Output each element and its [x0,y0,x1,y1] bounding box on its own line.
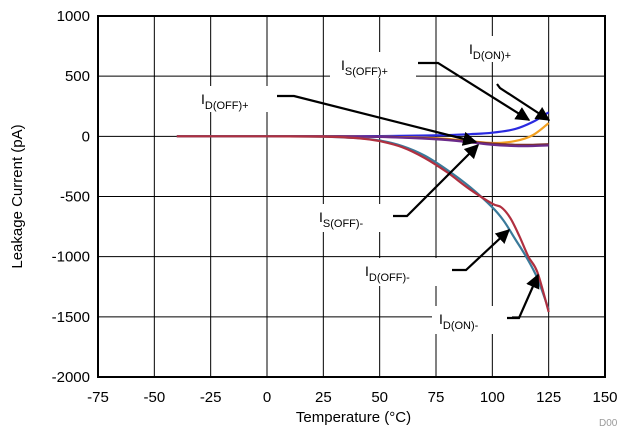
annotation-subscript: S(OFF)- [323,218,364,230]
annotation-subscript: D(ON)- [443,320,479,332]
y-tick-label: -500 [60,189,90,206]
y-tick-label: -2000 [52,369,90,386]
annotation-arrow [507,273,540,320]
annotation-background [462,36,526,62]
annotation-subscript: D(OFF)- [369,272,410,284]
annotation-main: I [319,209,323,225]
x-tick-label: -25 [200,389,222,406]
annotation-arrow [452,229,511,272]
y-axis-title: Leakage Current (pA) [9,124,26,268]
x-tick-label: 25 [315,389,332,406]
annotation-subscript: S(OFF)+ [345,66,388,78]
annotation-id-off-plus: ID(OFF)+ [190,86,478,146]
y-tick-label: 0 [82,128,90,145]
annotation-label: IS(OFF)+ [341,57,388,78]
series-line-id-on-minus [176,135,550,313]
y-tick-label: -1500 [52,309,90,326]
annotation-subscript: D(ON)+ [473,50,511,62]
plot-frame [97,15,606,378]
series-line-is-off-plus [176,111,550,138]
annotation-background [312,204,398,232]
annotation-label: ID(OFF)- [365,263,410,284]
annotation-id-on-minus: ID(ON)- [432,273,540,334]
annotation-background [358,258,450,286]
x-tick-label: 75 [428,389,445,406]
annotation-main: I [341,57,345,73]
annotation-main: I [469,41,473,57]
annotation-is-off-minus: IS(OFF)- [312,143,480,232]
annotation-subscript: D(OFF)+ [205,100,249,112]
annotation-background [190,86,274,112]
annotation-background [432,306,512,334]
annotation-arrow [418,61,531,121]
annotation-arrow [277,94,478,146]
annotation-label: ID(ON)+ [469,41,511,62]
y-tick-label: 500 [65,68,90,85]
annotation-layer: IS(OFF)+ID(ON)+ID(OFF)+IS(OFF)-ID(OFF)-I… [190,36,551,334]
annotation-arrow [496,83,551,121]
x-tick-label: 150 [592,389,617,406]
annotation-label: ID(OFF)+ [201,91,249,112]
x-tick-label: 125 [536,389,561,406]
y-tick-label: -1000 [52,249,90,266]
x-tick-label: 50 [371,389,388,406]
x-axis-title: Temperature (°C) [296,409,411,426]
annotation-is-off-plus: IS(OFF)+ [330,52,531,121]
x-tick-label: -50 [143,389,165,406]
y-tick-label: 1000 [57,8,90,25]
annotation-label: IS(OFF)- [319,209,364,230]
annotation-id-on-plus: ID(ON)+ [462,36,551,121]
tick-labels: -75 -50 -25 0 25 50 75 100 125 150 -2000 -1500 -1000… [52,8,618,406]
annotation-label: ID(ON)- [439,311,479,332]
annotation-arrow [393,143,480,218]
figure-id-footer: D00 [599,418,618,428]
x-tick-label: 0 [263,389,271,406]
x-tick-label: 100 [480,389,505,406]
x-tick-label: -75 [87,389,109,406]
annotation-main: I [201,91,205,107]
annotation-main: I [439,311,443,327]
annotation-id-off-minus: ID(OFF)- [358,229,511,286]
annotation-background [330,52,416,78]
annotation-main: I [365,263,369,279]
